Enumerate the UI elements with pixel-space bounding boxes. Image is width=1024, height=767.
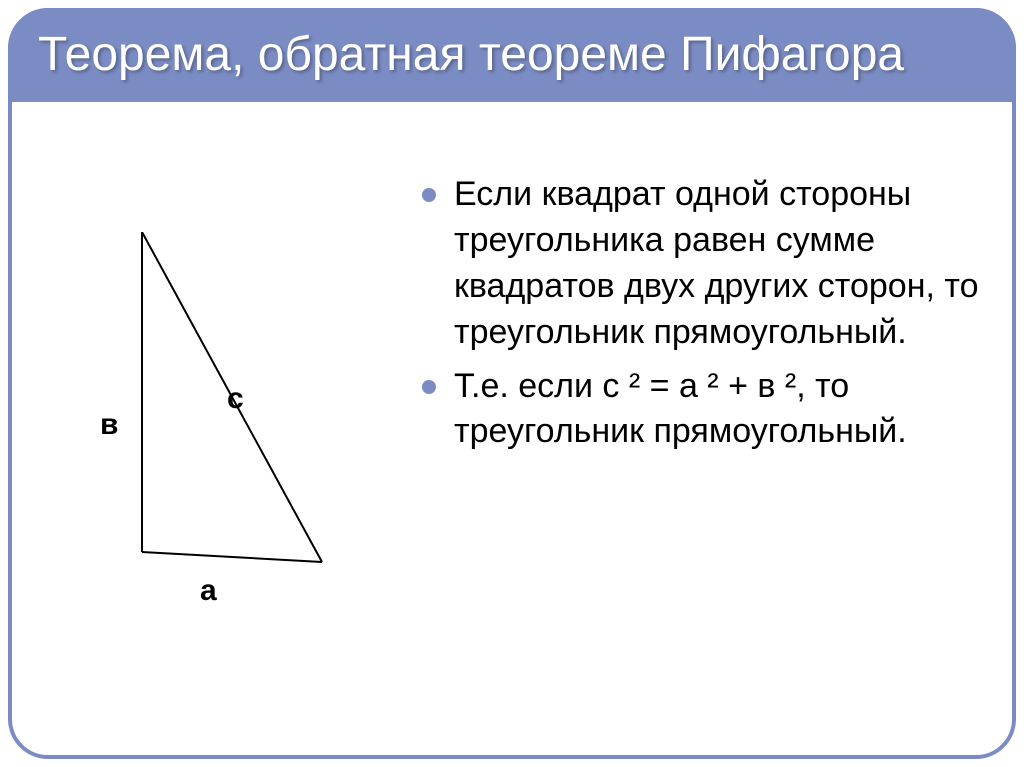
label-side-a: а [200,574,217,608]
bullet-dot-icon [422,188,436,202]
content-area: в с а Если квадрат одной стороны треугол… [12,172,1012,755]
triangle-side-a [142,552,322,562]
bullet-text: Если квадрат одной стороны треугольника … [454,172,982,356]
bullet-dot-icon [422,380,436,394]
text-area: Если квадрат одной стороны треугольника … [412,172,1012,755]
slide-frame: Теорема, обратная теореме Пифагора в с а… [8,8,1016,759]
slide-title: Теорема, обратная теореме Пифагора [38,26,986,84]
label-side-b: в [100,408,118,442]
title-bar: Теорема, обратная теореме Пифагора [8,8,1016,102]
bullet-item: Т.е. если с ² = а ² + в ², то треугольни… [422,364,982,456]
bullet-item: Если квадрат одной стороны треугольника … [422,172,982,356]
diagram-area: в с а [12,172,412,755]
bullet-text: Т.е. если с ² = а ² + в ², то треугольни… [454,364,982,456]
label-side-c: с [227,382,244,416]
